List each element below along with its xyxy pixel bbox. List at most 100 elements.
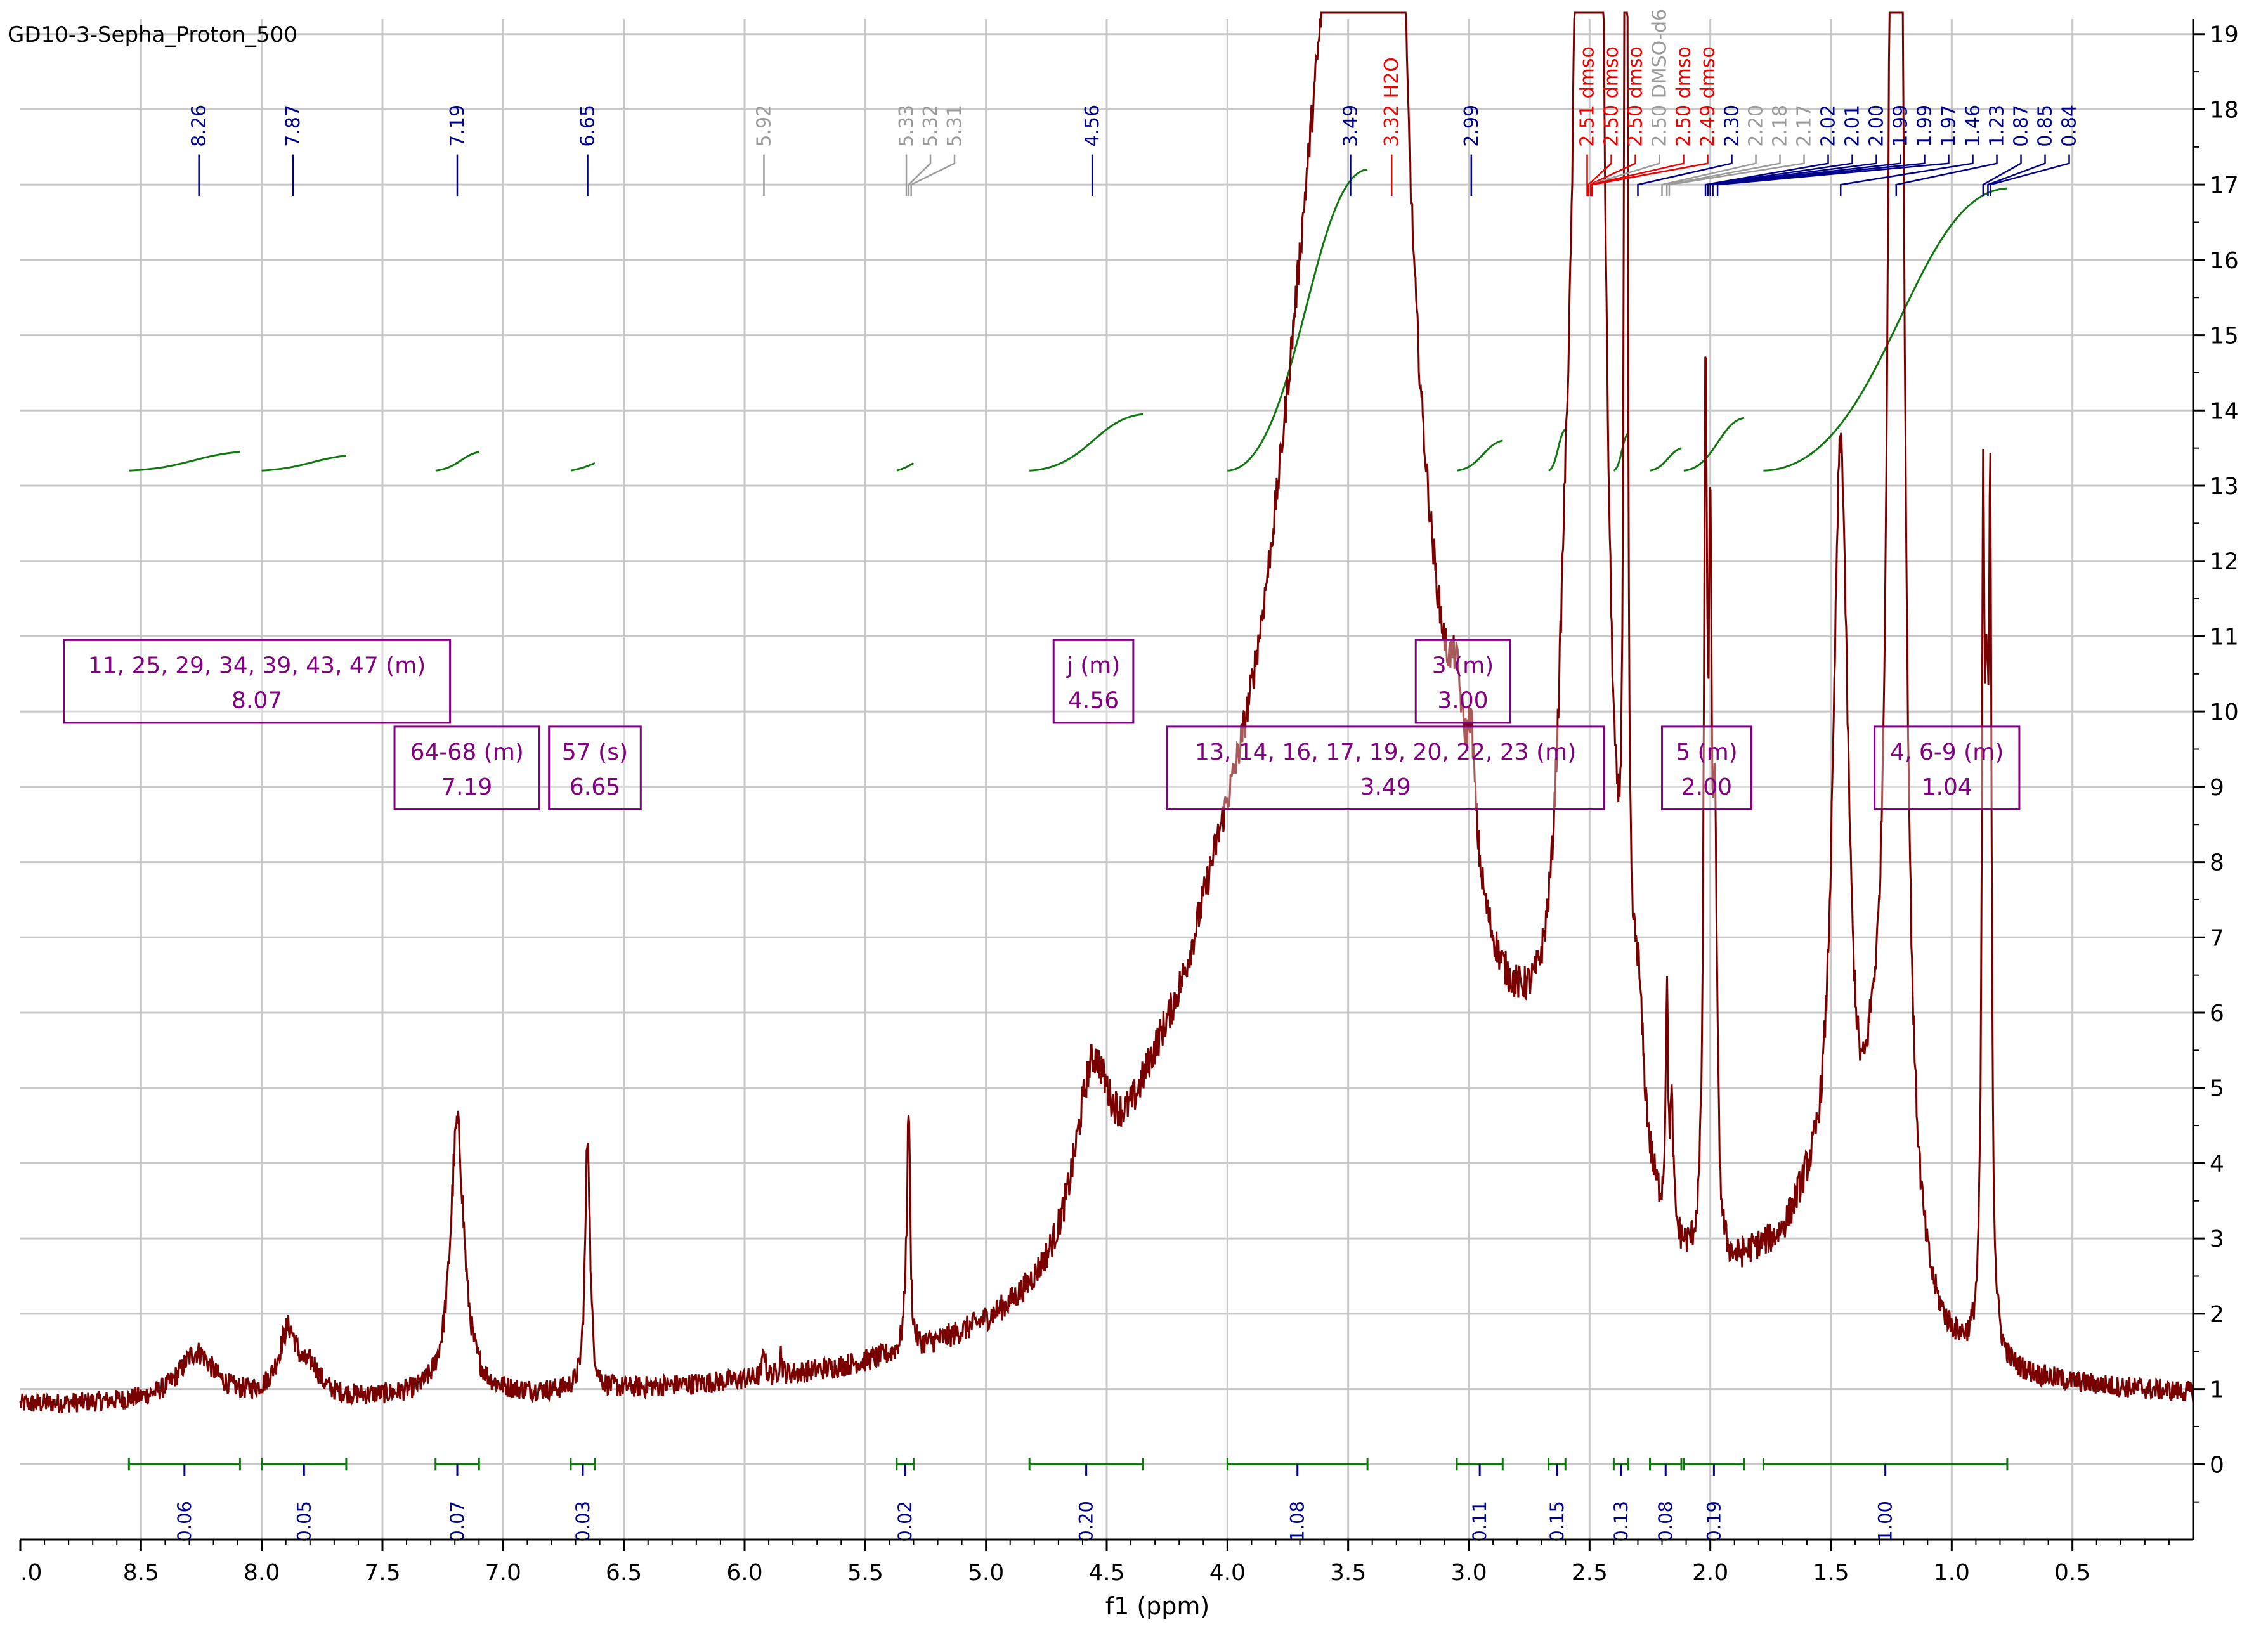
x-tick-label: 1.0 (1934, 1560, 1970, 1586)
integral-curve (896, 462, 915, 472)
peak-label: 2.20 (1745, 105, 1768, 147)
peak-label: 1.97 (1938, 105, 1960, 147)
peak-label: 4.56 (1081, 105, 1104, 147)
peak-label-connector (1707, 154, 1853, 196)
y-tick-label: 12 (2210, 549, 2239, 575)
peak-label-connector (1716, 154, 1950, 196)
y-tick-label: 15 (2210, 323, 2239, 349)
peak-label: 2.51 dmso (1577, 46, 1599, 147)
peak-label: 7.19 (446, 105, 469, 147)
axes: .0 8.5 8.0 7.5 7.0 6.5 6.0 5.5 5.0 4.5 4.0 3.5 3.0 2.… (19, 19, 2239, 1620)
peak-label-connector (1589, 154, 1660, 196)
peak-label-connector (1982, 154, 2022, 196)
peak-label-connector (1709, 154, 1877, 196)
y-tick-label: 6 (2210, 1001, 2224, 1027)
multiplet-box (1052, 639, 1135, 724)
peak-label-connector (910, 154, 956, 196)
integral-value: 0.13 (1610, 1501, 1632, 1542)
multiplet-shift: 8.07 (231, 687, 282, 713)
peak-label-connector (1589, 154, 1685, 196)
multiplet-label: j (m) (1066, 653, 1121, 679)
y-tick-label: 9 (2210, 775, 2224, 801)
y-tick-label: 0 (2210, 1452, 2224, 1478)
peak-label-connector (1587, 154, 1612, 196)
multiplet-label: 11, 25, 29, 34, 39, 43, 47 (m) (88, 653, 426, 679)
multiplet-box (1661, 725, 1752, 810)
peak-label: 7.87 (282, 105, 304, 147)
y-tick-label: 3 (2210, 1226, 2224, 1252)
y-tick-label: 14 (2210, 398, 2239, 424)
integral-curve (1650, 447, 1682, 472)
peak-label-connector (1637, 154, 1733, 196)
peak-label: 0.84 (2059, 105, 2081, 147)
x-tick-label: .0 (20, 1560, 42, 1586)
multiplet-shift: 4.56 (1068, 687, 1119, 713)
integral-curve (261, 455, 347, 472)
integral-curve (1763, 187, 2007, 472)
y-tick-label: 4 (2210, 1151, 2224, 1177)
peak-label-connector (1989, 154, 2070, 196)
peak-label: 2.49 dmso (1697, 46, 1719, 147)
peak-label: 8.26 (188, 105, 211, 147)
multiplet-label: 5 (m) (1676, 739, 1738, 765)
peak-label: 3.32 H2O (1381, 57, 1403, 147)
x-axis-title: f1 (ppm) (1105, 1592, 1210, 1620)
integral-value: 1.08 (1287, 1501, 1308, 1542)
integral-curve (1227, 168, 1368, 472)
peak-label: 2.17 (1794, 105, 1816, 147)
peak-label-connector (1987, 154, 2046, 196)
peak-label: 2.50 dmso (1625, 46, 1647, 147)
spectrum-title: GD10-3-Sepha_Proton_500 (8, 22, 297, 48)
peak-label: 1.23 (1986, 105, 2009, 147)
y-tick-label: 16 (2210, 248, 2239, 274)
peak-label: 1.46 (1962, 105, 1984, 147)
multiplet-box (1874, 725, 2021, 810)
y-tick-label: 7 (2210, 925, 2224, 951)
peak-label-connector (1591, 154, 1709, 196)
x-tick-label: 4.0 (1209, 1560, 1246, 1586)
integral-value: 0.19 (1703, 1501, 1724, 1542)
peak-label-connector (908, 154, 932, 196)
integral-curve (1029, 413, 1144, 472)
peak-label: 1.99 (1914, 105, 1936, 147)
integral-curve (1613, 432, 1629, 472)
peak-label: 5.92 (753, 105, 775, 147)
peak-labels: 8.26 7.87 7.19 6.65 5.92 5.33 5.32 5.31 4.56 3.49… (188, 9, 2081, 196)
y-tick-label: 8 (2210, 850, 2224, 876)
x-tick-label: 6.0 (726, 1560, 762, 1586)
peak-label: 5.31 (944, 105, 966, 147)
y-tick-label: 10 (2210, 699, 2239, 725)
spectrum (19, 11, 2194, 1413)
peak-label-connector (1895, 154, 1998, 196)
peak-label-connector (1712, 154, 1926, 196)
peak-label-connector (1704, 154, 1829, 196)
integral-curve (129, 451, 240, 472)
y-tick-label: 18 (2210, 97, 2239, 123)
integral-value: 0.03 (572, 1501, 594, 1542)
multiplet-shift: 6.65 (570, 774, 620, 800)
integral-value: 0.15 (1546, 1501, 1568, 1542)
spectrum-line (19, 11, 2194, 1413)
multiplet-shift: 2.00 (1681, 774, 1732, 800)
x-tick-label: 5.0 (968, 1560, 1004, 1586)
integral-curve (570, 462, 596, 472)
integral-value: 0.02 (894, 1501, 916, 1542)
y-tick-label: 13 (2210, 474, 2239, 500)
x-tick-label: 4.5 (1088, 1560, 1124, 1586)
y-tick-label: 5 (2210, 1076, 2224, 1102)
multiplet-box (548, 725, 642, 810)
peak-label: 6.65 (577, 105, 599, 147)
integral-value: 0.08 (1655, 1501, 1676, 1542)
multiplet-box (1166, 725, 1605, 810)
integral-curve (1548, 428, 1567, 472)
multiplet-annotations: 11, 25, 29, 34, 39, 43, 47 (m) 8.07 64-68 … (63, 639, 2021, 810)
peak-label: 2.02 (1818, 105, 1840, 147)
multiplet-shift: 7.19 (441, 774, 492, 800)
peak-label: 5.32 (920, 105, 942, 147)
y-tick-label: 11 (2210, 624, 2239, 650)
integral-value: 0.11 (1469, 1501, 1490, 1542)
peak-label: 2.18 (1769, 105, 1792, 147)
peak-label: 2.50 dmso (1673, 46, 1695, 147)
